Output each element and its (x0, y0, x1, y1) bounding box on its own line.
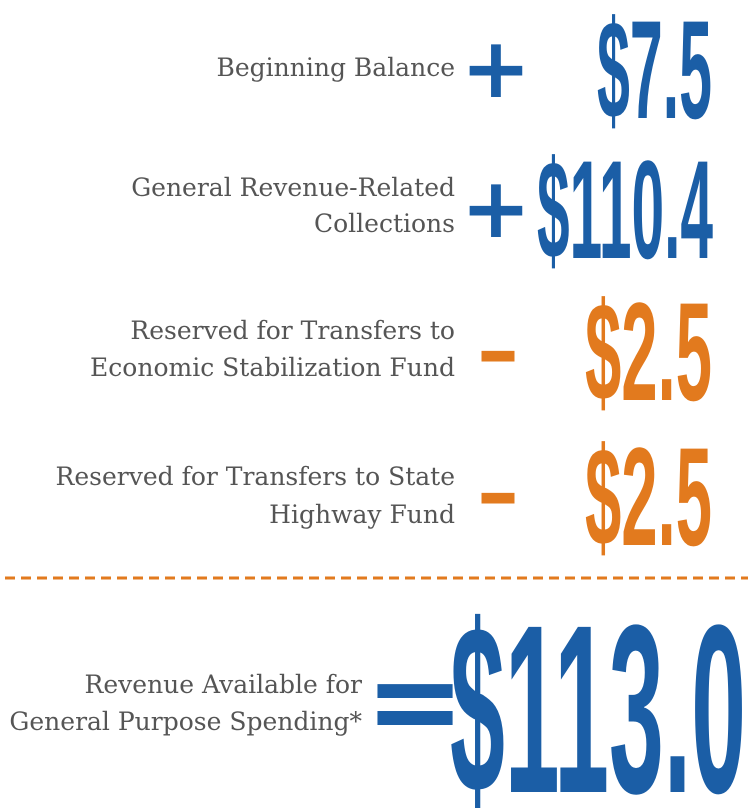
row-label: Economic Stabilization Fund (90, 353, 455, 382)
amount: $2.5 (585, 418, 712, 575)
operator: – (477, 443, 519, 541)
amount: $7.5 (597, 0, 712, 148)
amount: $2.5 (585, 273, 712, 430)
row-label: Reserved for Transfers to (130, 316, 455, 345)
operator: + (461, 159, 531, 257)
operator: + (461, 19, 531, 117)
total-label: General Purpose Spending* (9, 707, 362, 736)
row-label: Beginning Balance (217, 53, 456, 82)
total-label: Revenue Available for (85, 670, 362, 699)
total-amount: $113.0 (450, 575, 746, 808)
row-label: Reserved for Transfers to State (56, 462, 455, 491)
row-label: Collections (314, 209, 455, 238)
row-label: General Revenue-Related (131, 173, 455, 202)
row-label: Highway Fund (269, 500, 455, 529)
operator: – (477, 301, 519, 399)
operator: = (365, 633, 466, 772)
amount: $110.4 (537, 131, 713, 288)
